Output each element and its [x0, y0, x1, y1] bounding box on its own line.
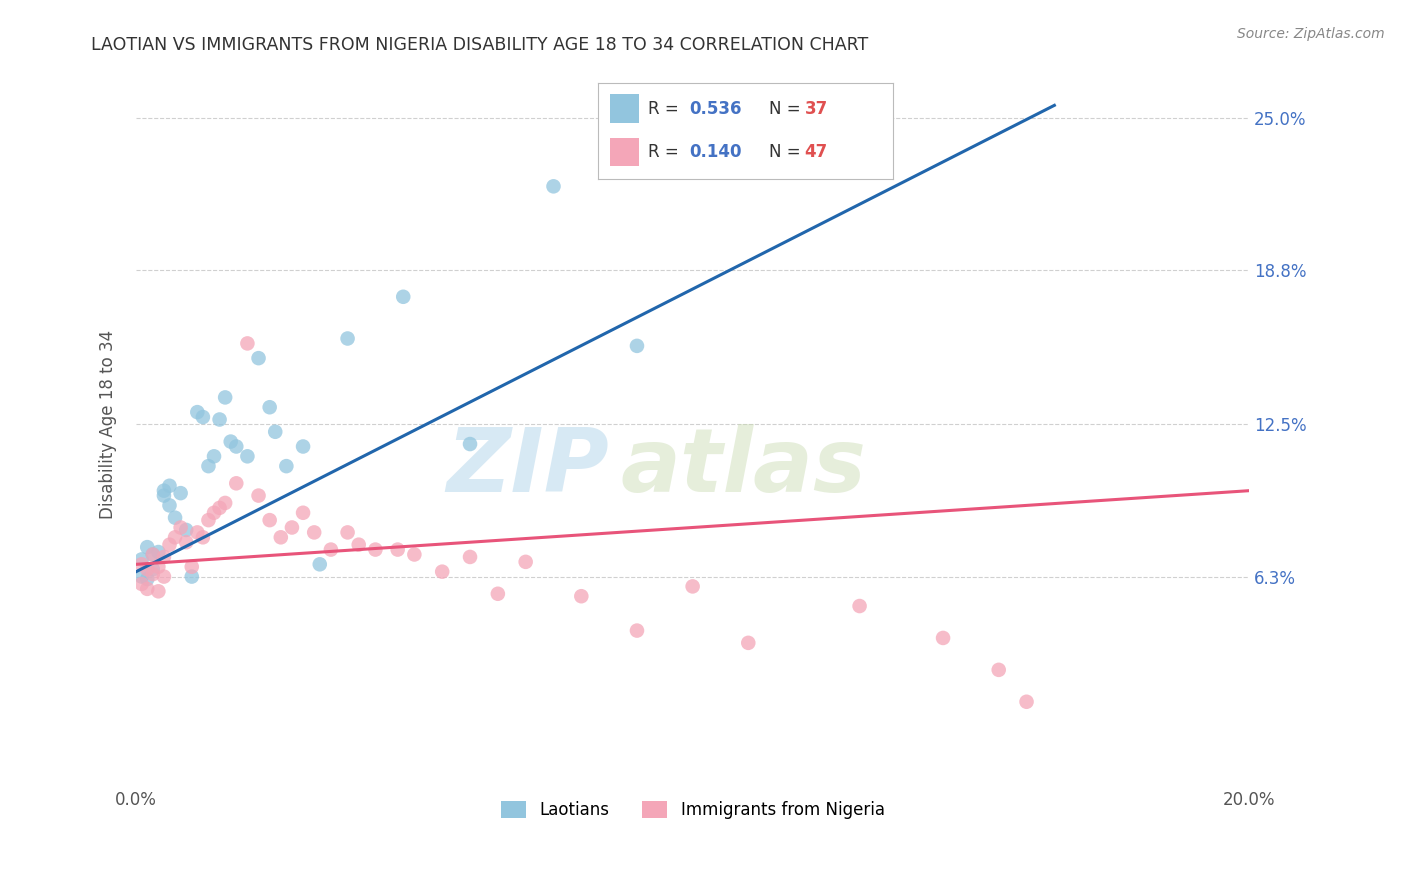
Point — [208, 412, 231, 426]
Point — [543, 179, 565, 194]
Point — [264, 425, 287, 439]
Point — [202, 450, 225, 464]
Point — [404, 548, 426, 562]
Point — [292, 440, 315, 454]
Point — [336, 331, 359, 345]
Point — [165, 510, 187, 524]
Text: ZIP: ZIP — [446, 424, 609, 510]
Point — [225, 476, 247, 491]
Point — [932, 631, 955, 645]
Point — [1015, 695, 1038, 709]
Point — [197, 459, 219, 474]
Point — [387, 542, 409, 557]
Point — [392, 290, 415, 304]
Point — [236, 450, 259, 464]
Point — [432, 565, 454, 579]
Point — [142, 567, 165, 582]
Point — [153, 483, 176, 498]
Point — [148, 584, 170, 599]
Y-axis label: Disability Age 18 to 34: Disability Age 18 to 34 — [100, 330, 117, 519]
Point — [136, 540, 159, 554]
Point — [153, 549, 176, 564]
Point — [174, 535, 197, 549]
Point — [148, 545, 170, 559]
Point — [219, 434, 242, 449]
Point — [136, 562, 159, 576]
Point — [236, 336, 259, 351]
Point — [458, 549, 481, 564]
Point — [153, 569, 176, 583]
Point — [682, 143, 704, 157]
Point — [247, 489, 270, 503]
Point — [180, 559, 202, 574]
Text: Source: ZipAtlas.com: Source: ZipAtlas.com — [1237, 27, 1385, 41]
Point — [169, 520, 191, 534]
Point — [131, 552, 153, 566]
Point — [159, 499, 181, 513]
Point — [142, 562, 165, 576]
Point — [987, 663, 1010, 677]
Point — [159, 479, 181, 493]
Point — [270, 530, 292, 544]
Point — [682, 579, 704, 593]
Point — [191, 530, 214, 544]
Point — [214, 496, 236, 510]
Point — [848, 599, 870, 613]
Point — [626, 339, 648, 353]
Point — [458, 437, 481, 451]
Point — [191, 410, 214, 425]
Text: LAOTIAN VS IMMIGRANTS FROM NIGERIA DISABILITY AGE 18 TO 34 CORRELATION CHART: LAOTIAN VS IMMIGRANTS FROM NIGERIA DISAB… — [91, 36, 869, 54]
Point — [247, 351, 270, 366]
Point — [159, 538, 181, 552]
Point — [180, 569, 202, 583]
Point — [136, 572, 159, 586]
Point — [131, 569, 153, 583]
Point — [336, 525, 359, 540]
Point — [186, 405, 208, 419]
Point — [225, 440, 247, 454]
Point — [142, 548, 165, 562]
Point — [153, 489, 176, 503]
Point — [165, 530, 187, 544]
Point — [186, 525, 208, 540]
Point — [202, 506, 225, 520]
Point — [347, 538, 370, 552]
Point — [626, 624, 648, 638]
Point — [259, 513, 281, 527]
Point — [131, 577, 153, 591]
Point — [364, 542, 387, 557]
Point — [569, 589, 592, 603]
Point — [515, 555, 537, 569]
Point — [142, 548, 165, 562]
Point — [765, 115, 787, 129]
Point — [486, 587, 509, 601]
Point — [308, 558, 330, 572]
Point — [214, 391, 236, 405]
Point — [197, 513, 219, 527]
Point — [302, 525, 325, 540]
Point — [319, 542, 342, 557]
Point — [174, 523, 197, 537]
Point — [292, 506, 315, 520]
Point — [276, 459, 298, 474]
Point — [148, 559, 170, 574]
Point — [259, 401, 281, 415]
Point — [169, 486, 191, 500]
Point — [131, 558, 153, 572]
Point — [208, 500, 231, 515]
Point — [737, 636, 759, 650]
Point — [281, 520, 304, 534]
Text: atlas: atlas — [620, 424, 866, 510]
Point — [136, 582, 159, 596]
Legend: Laotians, Immigrants from Nigeria: Laotians, Immigrants from Nigeria — [494, 794, 891, 825]
